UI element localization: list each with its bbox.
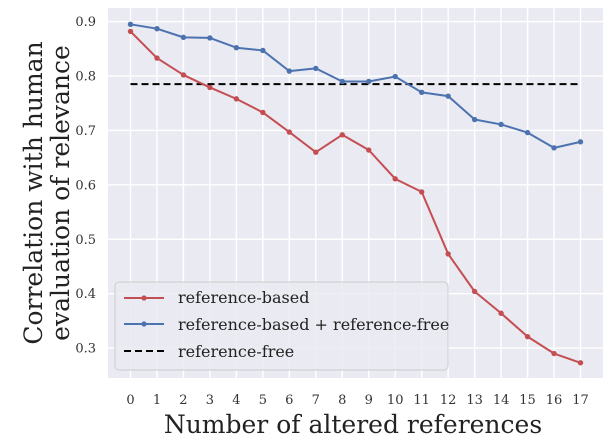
x-tick-label: 0	[126, 393, 134, 408]
x-tick-label: 15	[519, 393, 536, 408]
x-tick-label: 1	[153, 393, 161, 408]
data-point-reference-based-reference-free	[154, 25, 160, 32]
data-point-reference-based	[207, 84, 213, 91]
data-point-reference-based	[313, 149, 319, 155]
y-tick-label: 0.9	[75, 15, 96, 30]
x-tick-label: 17	[572, 393, 589, 408]
x-tick-label: 5	[259, 393, 267, 408]
data-point-reference-based	[154, 55, 160, 61]
data-point-reference-based	[366, 147, 372, 153]
x-tick-label: 8	[338, 393, 346, 408]
series-layer	[127, 21, 584, 366]
data-point-reference-based	[180, 72, 187, 78]
data-point-reference-based-reference-free	[366, 78, 372, 85]
data-point-reference-based	[339, 132, 345, 138]
data-point-reference-based-reference-free	[445, 93, 451, 99]
x-tick-label: 4	[232, 393, 240, 408]
legend-label-reference-based: reference-based	[178, 288, 309, 307]
x-tick-label: 2	[179, 393, 187, 408]
data-point-reference-based	[260, 109, 266, 116]
data-point-reference-based	[127, 28, 134, 35]
data-point-reference-based-reference-free	[286, 68, 293, 74]
y-tick-label: 0.5	[75, 233, 96, 248]
x-tick-label: 6	[285, 393, 293, 408]
y-tick-labels: 0.3 0.4 0.5 0.6 0.7 0.8 0.9	[75, 15, 96, 356]
series-line-reference-based	[129, 30, 581, 364]
data-point-reference-based	[551, 350, 557, 357]
data-point-reference-based-reference-free	[551, 145, 557, 151]
y-tick-label: 0.7	[75, 124, 96, 139]
y-axis-label-line-2: evaluation of relevance	[46, 45, 75, 341]
legend-marker-reference-based	[141, 295, 147, 301]
x-tick-label: 10	[387, 393, 404, 408]
data-point-reference-based-reference-free	[392, 73, 398, 80]
series-line-reference-based-reference-free	[130, 23, 581, 149]
data-point-reference-based-reference-free	[524, 129, 531, 136]
x-tick-label: 9	[365, 393, 373, 408]
data-point-reference-based	[445, 251, 451, 257]
data-point-reference-based	[418, 189, 425, 195]
data-point-reference-based-reference-free	[260, 47, 266, 54]
y-tick-label: 0.6	[75, 178, 96, 193]
data-point-reference-based	[286, 129, 293, 135]
data-point-reference-based	[577, 360, 584, 366]
legend-box	[114, 281, 449, 371]
data-point-reference-based-reference-free	[471, 116, 478, 123]
data-point-reference-based	[524, 333, 531, 340]
data-point-reference-based	[498, 310, 504, 316]
data-point-reference-based-reference-free	[207, 35, 213, 41]
y-axis-label-line-1: Correlation with human	[19, 41, 48, 344]
x-tick-labels: 0 1 2 3 4 5 6 7 8 9 10 11 12 13 14 15 16 17	[126, 393, 588, 408]
series-reference-based-reference-free	[127, 21, 584, 151]
legend: reference-based reference-based + refere…	[114, 281, 449, 371]
data-point-reference-based-reference-free	[313, 65, 319, 72]
x-tick-label: 14	[493, 393, 510, 408]
x-tick-label: 12	[440, 393, 457, 408]
data-point-reference-based	[392, 176, 398, 182]
data-point-reference-based-reference-free	[577, 139, 584, 145]
series-reference-based	[127, 28, 584, 366]
x-axis-label: Number of altered references	[164, 410, 542, 439]
data-point-reference-based-reference-free	[339, 78, 345, 85]
data-point-reference-based-reference-free	[180, 34, 187, 41]
data-point-reference-based-reference-free	[498, 121, 504, 128]
data-point-reference-based	[471, 288, 478, 295]
y-tick-label: 0.3	[75, 342, 96, 357]
x-tick-label: 7	[312, 393, 320, 408]
data-point-reference-based-reference-free	[127, 21, 134, 28]
x-tick-label: 16	[546, 393, 563, 408]
data-point-reference-based	[233, 96, 240, 102]
legend-label-reference-free: reference-free	[178, 342, 294, 361]
y-tick-label: 0.4	[75, 287, 96, 302]
x-tick-label: 11	[413, 393, 430, 408]
data-point-reference-based-reference-free	[233, 45, 240, 51]
legend-label-combined: reference-based + reference-free	[178, 315, 449, 334]
y-tick-label: 0.8	[75, 70, 96, 85]
data-point-reference-based-reference-free	[418, 89, 425, 96]
x-tick-label: 3	[206, 393, 214, 408]
x-tick-label: 13	[466, 393, 483, 408]
legend-marker-combined	[141, 321, 147, 327]
